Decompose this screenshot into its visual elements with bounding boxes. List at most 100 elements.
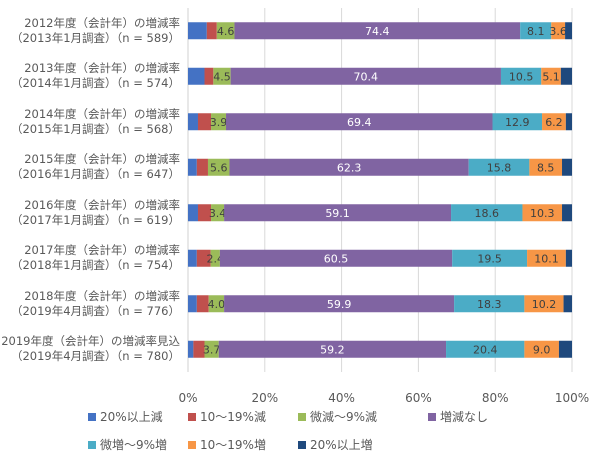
data-label: 10.5 xyxy=(509,70,534,83)
bar-segment xyxy=(541,67,561,85)
bar-segment xyxy=(558,340,572,358)
category-label: 2016年度（会計年）の増減率 （2017年1月調査）（n = 619） xyxy=(0,198,180,228)
legend-swatch-icon xyxy=(88,440,96,449)
bar-segment xyxy=(565,249,572,267)
category-label-line: 2017年度（会計年）の増減率 xyxy=(24,243,180,258)
data-label: 18.6 xyxy=(475,207,500,220)
legend-label: 20%以上増 xyxy=(310,438,373,452)
bar-segment xyxy=(560,67,572,85)
data-label: 5.6 xyxy=(210,161,228,174)
data-label: 8.1 xyxy=(527,25,545,38)
legend-swatch-icon xyxy=(298,440,306,449)
bar-segment xyxy=(210,249,220,267)
bar-segment xyxy=(197,113,212,131)
category-label-line: 2012年度（会計年）の増減率 xyxy=(24,15,180,30)
category-label: 2017年度（会計年）の増減率 （2018年1月調査）（n = 754） xyxy=(0,243,180,273)
category-label: 2013年度（会計年）の増減率 （2014年1月調査）（n = 574） xyxy=(0,61,180,91)
bar-segment xyxy=(188,113,198,131)
data-label: 3.7 xyxy=(203,343,221,356)
category-label-line: （2016年1月調査）（n = 647） xyxy=(10,167,180,182)
category-label-line: 2016年度（会計年）の増減率 xyxy=(24,197,180,212)
bar-segment xyxy=(224,204,452,222)
bar-segment xyxy=(527,249,566,267)
bar-segment xyxy=(492,113,543,131)
data-label: 69.4 xyxy=(347,116,372,129)
bar-segment xyxy=(188,340,194,358)
bar-segment xyxy=(446,340,525,358)
legend-label: 10〜19%減 xyxy=(200,410,266,424)
legend-label: 微増〜9%増 xyxy=(100,438,168,452)
bar-segment xyxy=(196,158,208,176)
category-label-line: 2015年度（会計年）の増減率 xyxy=(24,152,180,167)
data-label: 15.8 xyxy=(487,161,512,174)
bar-segment xyxy=(565,22,572,40)
bar-segment xyxy=(542,113,566,131)
data-label: 60.5 xyxy=(324,252,349,265)
bar-segment xyxy=(230,67,501,85)
category-label-line: （2015年1月調査）（n = 568） xyxy=(10,121,180,136)
data-label: 5.1 xyxy=(542,70,560,83)
data-label: 10.2 xyxy=(532,298,557,311)
legend-item: 10〜19%増 xyxy=(188,436,266,453)
legend-item: 20%以上減 xyxy=(88,408,163,425)
bar-segment xyxy=(196,249,211,267)
bar-segment xyxy=(452,249,528,267)
bar-segment xyxy=(211,204,225,222)
legend-item: 増減なし xyxy=(428,408,488,425)
bar-segment xyxy=(234,22,521,40)
data-label: 3.9 xyxy=(210,116,228,129)
legend-item: 微減〜9%減 xyxy=(298,408,377,425)
bar-segment xyxy=(188,22,207,40)
legend-label: 20%以上減 xyxy=(100,410,163,424)
legend-swatch-icon xyxy=(298,412,306,421)
data-label: 6.2 xyxy=(545,116,563,129)
bar-segment xyxy=(524,295,564,313)
data-label: 74.4 xyxy=(365,25,390,38)
bar-segment xyxy=(188,295,197,313)
data-label: 12.9 xyxy=(505,116,530,129)
x-tick-label: 100% xyxy=(555,391,589,405)
legend-swatch-icon xyxy=(188,412,196,421)
data-label: 3.4 xyxy=(209,207,227,220)
category-label-line: 2013年度（会計年）の増減率 xyxy=(24,61,180,76)
data-label: 4.0 xyxy=(208,298,226,311)
bar-segment xyxy=(562,204,572,222)
bar-segment xyxy=(204,67,214,85)
category-label: 2019年度（会計年）の増減率見込 （2019年4月調査）（n = 780） xyxy=(0,334,180,364)
legend-item: 20%以上増 xyxy=(298,436,373,453)
bar-segment xyxy=(524,340,559,358)
data-label: 59.1 xyxy=(325,207,350,220)
bar-segment xyxy=(468,158,530,176)
bar-segment xyxy=(211,113,227,131)
bar-segment xyxy=(565,113,572,131)
bar-segment xyxy=(520,22,552,40)
x-tick-label: 20% xyxy=(251,391,278,405)
legend-item: 微増〜9%増 xyxy=(88,436,167,453)
category-label-line: 2019年度（会計年）の増減率見込 xyxy=(1,334,180,349)
data-label: 20.4 xyxy=(473,343,498,356)
bar-segment xyxy=(229,158,469,176)
bar-segment xyxy=(529,158,563,176)
data-label: 10.3 xyxy=(530,207,555,220)
data-label: 9.0 xyxy=(533,343,551,356)
bar-segment xyxy=(218,340,447,358)
data-label: 59.2 xyxy=(320,343,345,356)
data-label: 18.3 xyxy=(477,298,502,311)
category-label-line: （2013年1月調査）（n = 589） xyxy=(10,30,180,45)
category-label-line: （2017年1月調査）（n = 619） xyxy=(10,212,180,227)
bar-segment xyxy=(206,22,217,40)
category-label-line: 2014年度（会計年）の増減率 xyxy=(24,106,180,121)
x-tick-label: 0% xyxy=(178,391,197,405)
data-label: 4.6 xyxy=(217,25,235,38)
bar-segment xyxy=(454,295,525,313)
category-label-line: 2018年度（会計年）の増減率 xyxy=(24,288,180,303)
x-tick-label: 40% xyxy=(328,391,355,405)
bar-segment xyxy=(204,340,219,358)
data-label: 59.9 xyxy=(327,298,352,311)
bar-segment xyxy=(207,158,230,176)
category-label: 2015年度（会計年）の増減率 （2016年1月調査）（n = 647） xyxy=(0,152,180,182)
bar-segment xyxy=(224,295,455,313)
data-label: 10.1 xyxy=(534,252,559,265)
category-label: 2012年度（会計年）の増減率 （2013年1月調査）（n = 589） xyxy=(0,16,180,46)
